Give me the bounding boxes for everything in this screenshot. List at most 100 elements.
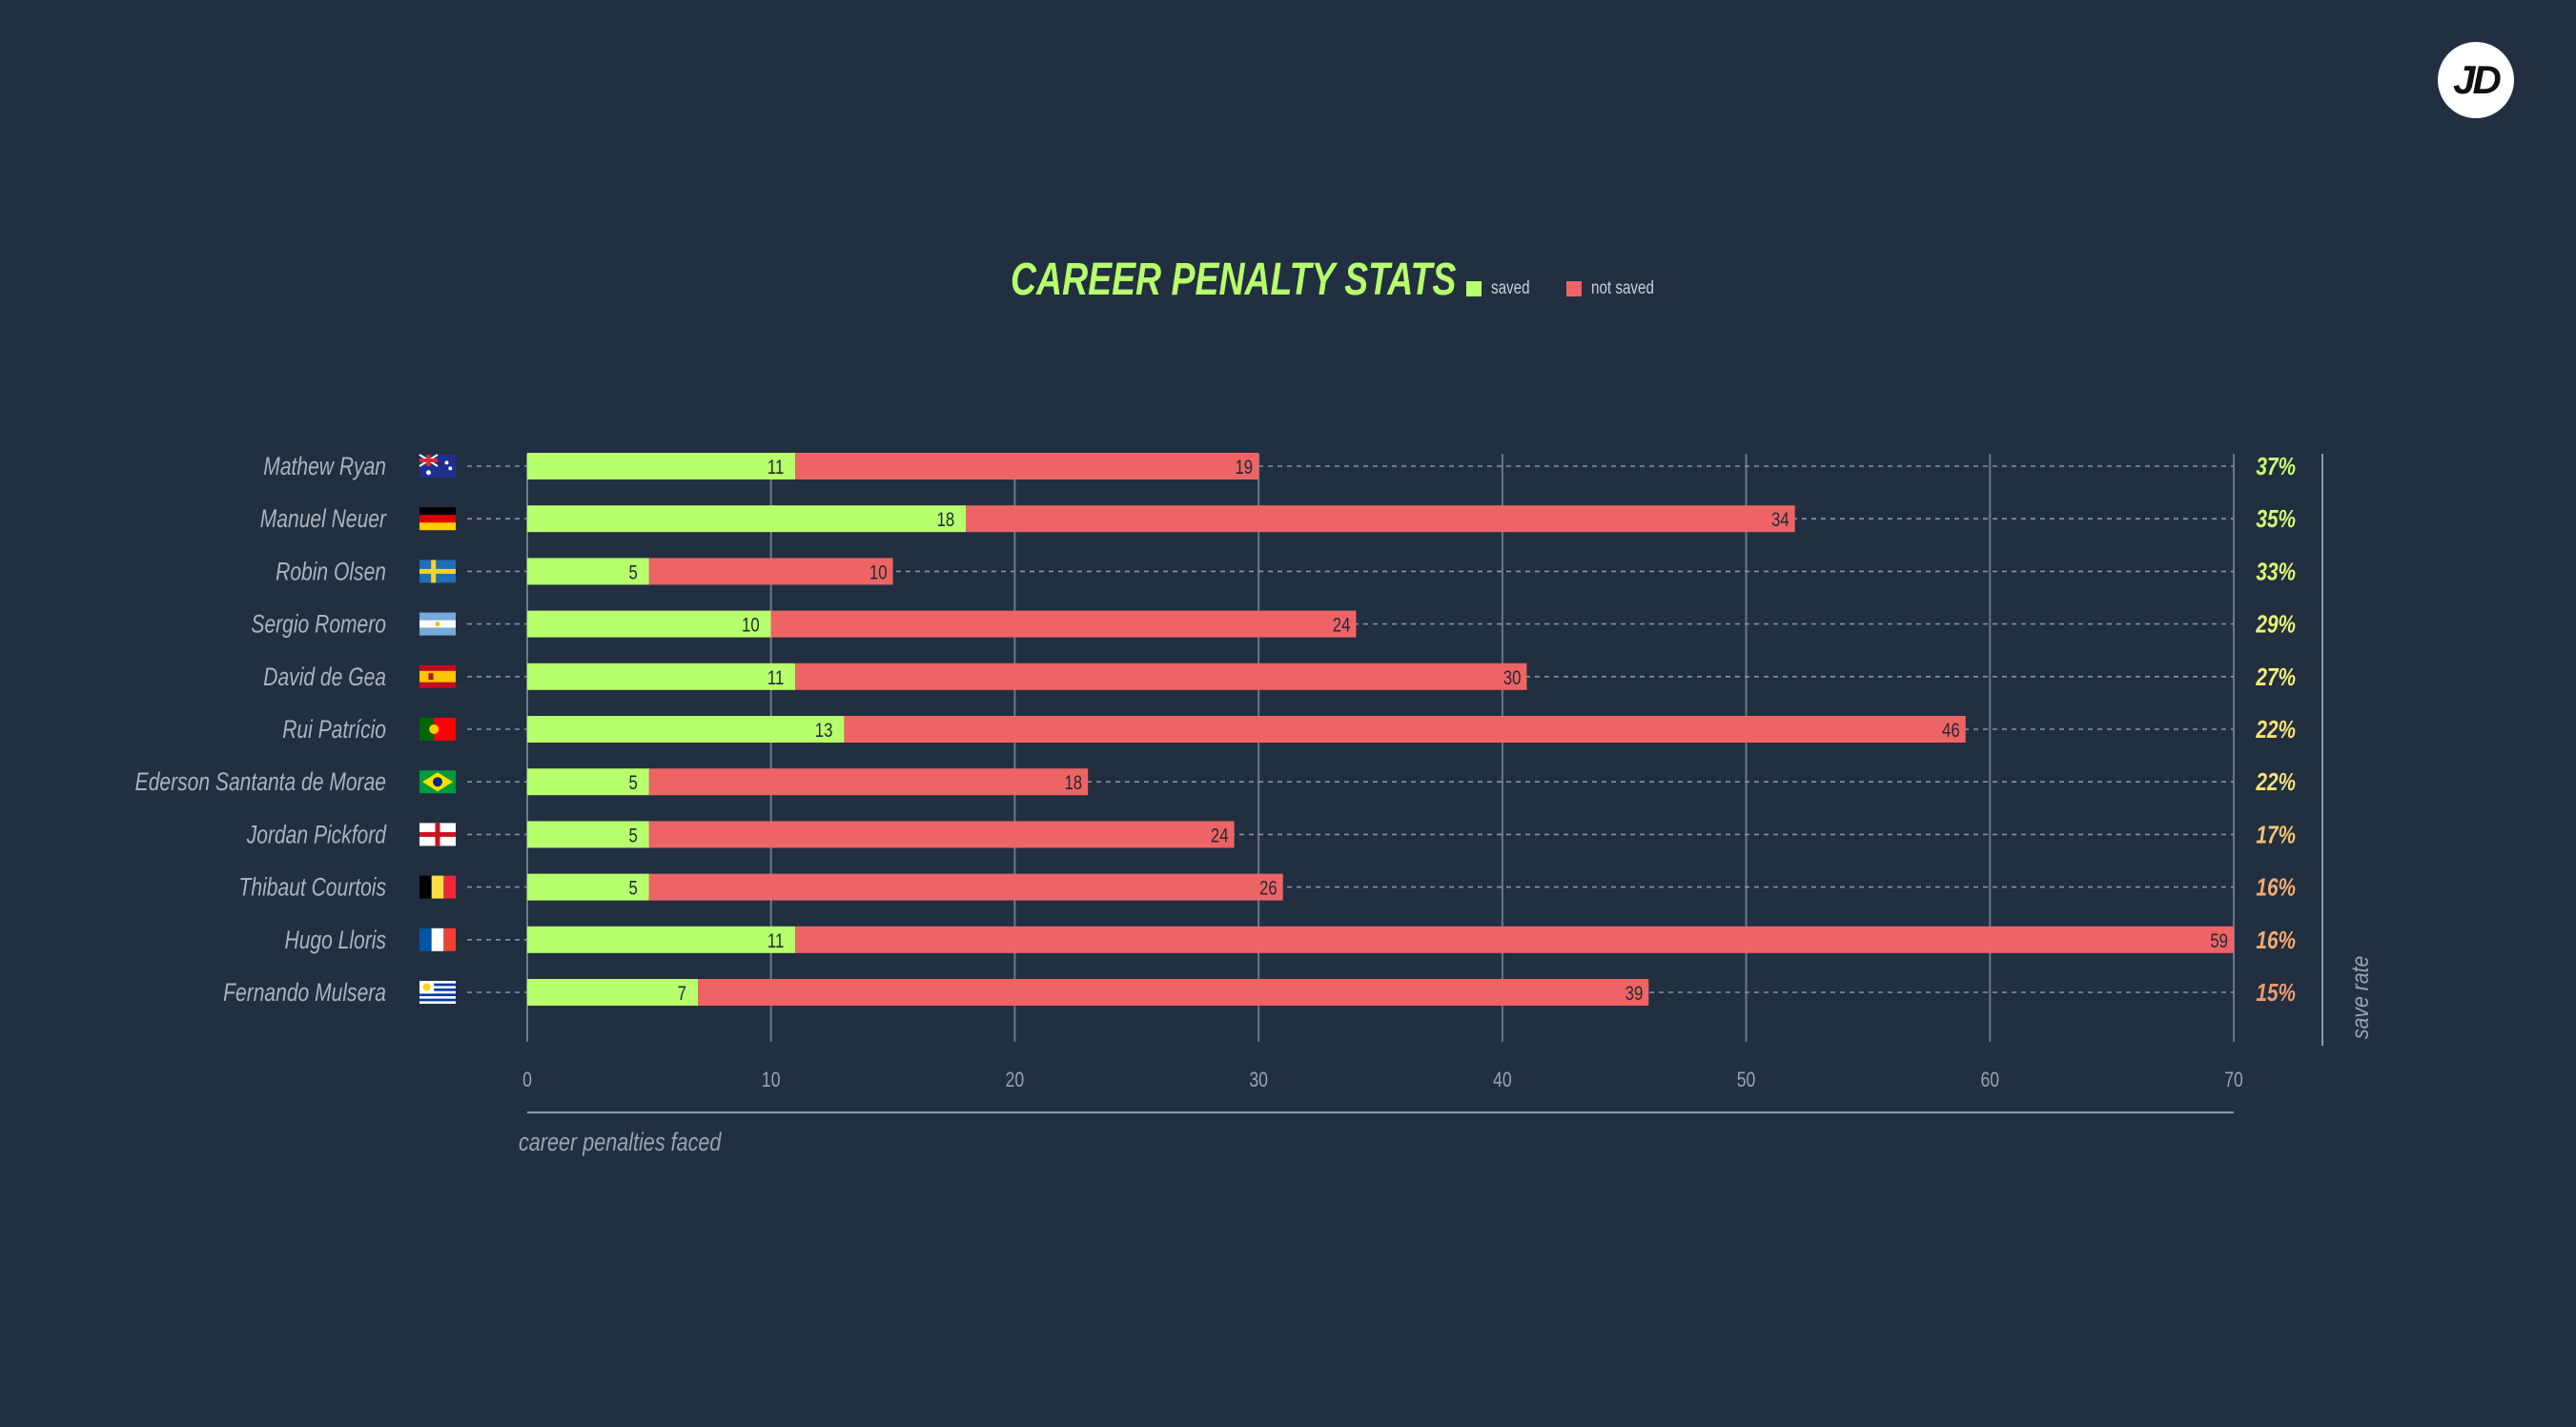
bar-not-saved	[648, 558, 893, 585]
data-label-saved: 18	[937, 510, 955, 532]
data-label-not-saved: 39	[1625, 983, 1644, 1005]
flag-cross	[419, 459, 438, 462]
player-name-label: Thibaut Courtois	[239, 873, 386, 902]
bar-not-saved	[648, 821, 1235, 848]
flag-stripe	[419, 993, 456, 996]
flag-stripe	[419, 983, 456, 987]
flag-emblem	[428, 673, 434, 681]
spain-flag-icon	[419, 664, 456, 688]
flag-stripe	[419, 507, 456, 516]
data-label-not-saved: 10	[869, 562, 888, 584]
flag-stripe	[443, 928, 456, 951]
data-label-not-saved: 34	[1771, 510, 1789, 532]
flag-stripe	[434, 718, 456, 741]
flag-stripe	[419, 875, 432, 899]
bar-not-saved	[844, 716, 1966, 743]
bar-saved	[527, 505, 967, 533]
player-name-label: Fernando Mulsera	[223, 979, 386, 1008]
data-label-not-saved: 24	[1333, 615, 1351, 637]
bar-saved	[527, 979, 698, 1006]
flag-stripe	[419, 627, 456, 636]
australia-flag-icon	[419, 454, 456, 478]
player-name-label: Hugo Lloris	[285, 926, 386, 954]
bar-saved	[527, 453, 796, 479]
data-label-saved: 13	[815, 720, 833, 742]
flag-stripe	[419, 718, 435, 741]
data-label-not-saved: 24	[1211, 826, 1229, 847]
belgium-flag-icon	[419, 875, 456, 899]
bar-saved	[527, 873, 649, 901]
flag-globe	[433, 777, 442, 787]
flag-cross	[419, 831, 456, 837]
data-label-saved: 5	[629, 773, 638, 795]
save-rate-label: 16%	[2256, 927, 2296, 954]
data-label-saved: 11	[767, 667, 784, 689]
sweden-flag-icon	[419, 560, 456, 583]
player-name-label: Mathew Ryan	[263, 453, 386, 481]
data-label-not-saved: 18	[1064, 773, 1082, 795]
save-rate-label: 16%	[2256, 873, 2296, 901]
chart-title: CAREER PENALTY STATS	[1011, 255, 1457, 305]
x-tick-label: 60	[1980, 1069, 1999, 1091]
data-label-not-saved: 46	[1942, 720, 1960, 742]
player-name-label: Manuel Neuer	[260, 505, 387, 534]
data-label-saved: 10	[742, 615, 760, 637]
bar-saved	[527, 821, 649, 848]
flag-emblem	[429, 724, 440, 734]
save-rate-label: 15%	[2256, 979, 2296, 1007]
data-label-not-saved: 26	[1259, 878, 1278, 900]
x-tick-label: 0	[522, 1069, 532, 1091]
legend-label-not-saved: not saved	[1590, 278, 1654, 298]
bar-not-saved	[770, 610, 1357, 638]
flag-stripe	[419, 989, 456, 991]
x-tick-label: 30	[1249, 1069, 1268, 1091]
germany-flag-icon	[419, 507, 456, 531]
bar-saved	[527, 610, 771, 638]
legend-item-not-saved: not saved	[1565, 278, 1669, 299]
flag-star	[448, 466, 453, 471]
save-rate-label: 22%	[2255, 716, 2296, 744]
flag-star	[426, 470, 431, 476]
data-label-saved: 5	[629, 562, 638, 584]
bar-not-saved	[795, 453, 1259, 479]
x-tick-label: 70	[2224, 1069, 2243, 1091]
flag-stripe	[419, 670, 456, 683]
player-name-label: Ederson Santanta de Morae	[135, 768, 386, 797]
legend-swatch-saved	[1466, 281, 1482, 296]
flag-stripe	[419, 998, 456, 1002]
flag-stripe	[431, 928, 444, 951]
save-rate-label: 22%	[2255, 768, 2296, 796]
bar-not-saved	[966, 505, 1795, 533]
legend-swatch-not-saved	[1565, 281, 1582, 296]
bar-saved	[527, 663, 796, 690]
flag-stripe	[419, 664, 456, 671]
data-label-not-saved: 59	[2210, 930, 2228, 952]
x-tick-label: 50	[1737, 1069, 1756, 1091]
x-tick-label: 10	[762, 1069, 781, 1091]
save-rate-label: 17%	[2256, 821, 2296, 848]
argentina-flag-icon	[419, 612, 456, 636]
flag-stripe	[419, 928, 432, 951]
data-label-saved: 5	[629, 878, 638, 900]
portugal-flag-icon	[419, 718, 456, 741]
player-name-label: David de Gea	[263, 663, 386, 691]
legend-label-saved: saved	[1491, 278, 1530, 298]
player-name-label: Sergio Romero	[251, 610, 386, 639]
save-rate-label: 29%	[2255, 610, 2296, 638]
save-rate-label: 27%	[2255, 663, 2296, 691]
data-label-not-saved: 19	[1235, 457, 1253, 479]
player-name-label: Rui Patrício	[282, 716, 386, 744]
bar-not-saved	[795, 926, 2235, 953]
player-name-label: Jordan Pickford	[246, 821, 387, 849]
x-tick-label: 20	[1006, 1069, 1025, 1091]
label-layer: Mathew Ryan 11 19 37% Manuel Neuer 18 34 35% Rob…	[135, 453, 2296, 1008]
bar-not-saved	[648, 768, 1089, 796]
flag-stripe	[419, 515, 456, 523]
data-label-saved: 11	[767, 457, 784, 479]
data-label-saved: 7	[678, 983, 686, 1005]
data-label-not-saved: 30	[1503, 667, 1522, 689]
flag-cross	[419, 568, 456, 574]
bar-layer	[527, 453, 2235, 1006]
axis-layer: 0 10 20 30 40 50 60 70 career penalties faced sav…	[519, 454, 2373, 1157]
